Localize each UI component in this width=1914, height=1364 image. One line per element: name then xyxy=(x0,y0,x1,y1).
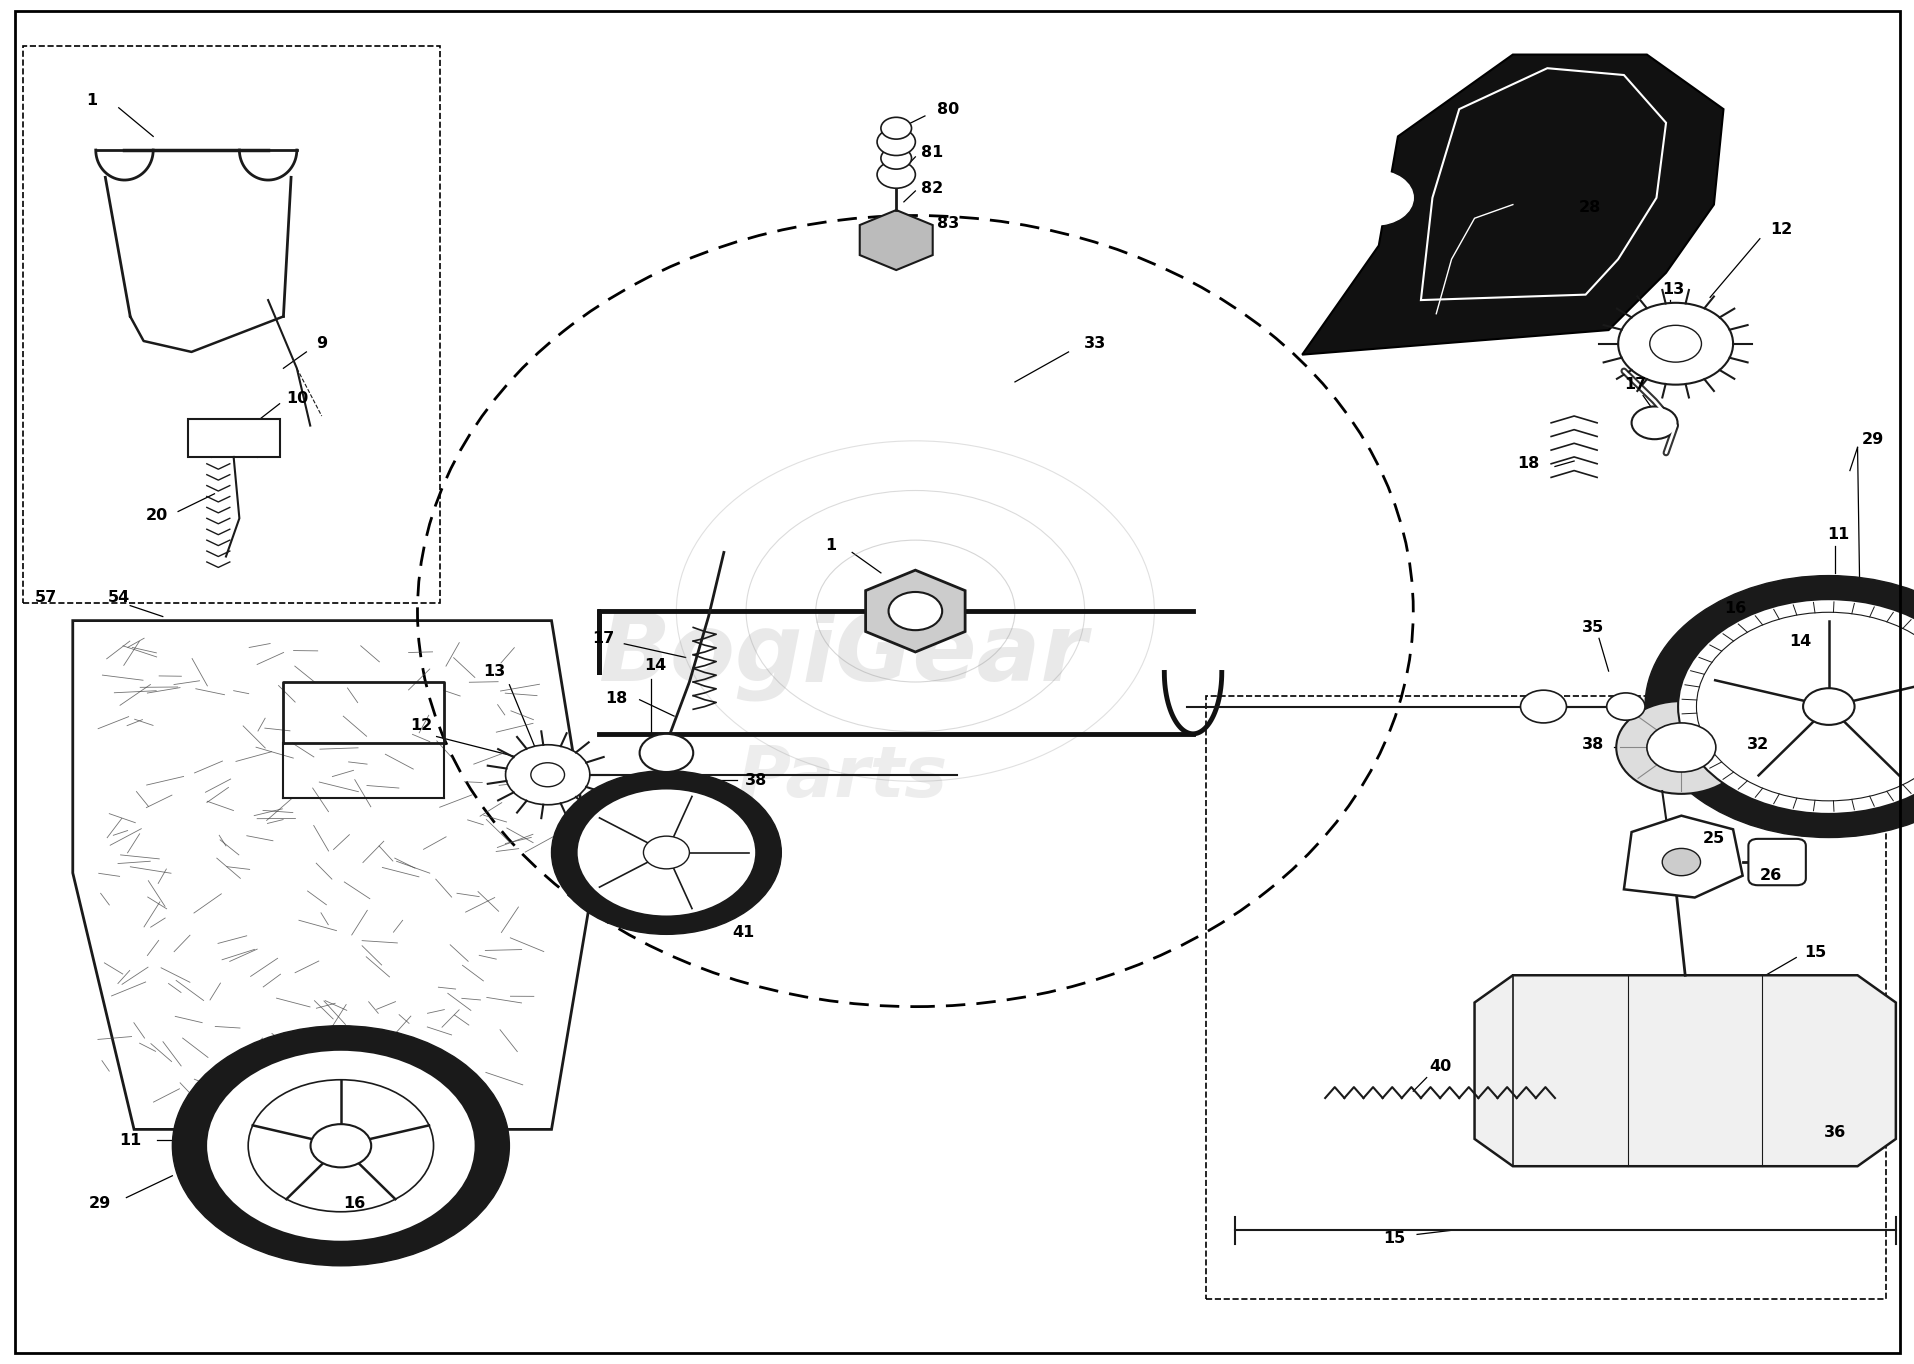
Polygon shape xyxy=(859,210,932,270)
Text: 11: 11 xyxy=(119,1133,142,1147)
Circle shape xyxy=(877,161,915,188)
Circle shape xyxy=(310,1124,371,1168)
Text: 1: 1 xyxy=(825,539,836,552)
Text: 80: 80 xyxy=(936,102,959,116)
Text: 15: 15 xyxy=(1803,945,1826,959)
Circle shape xyxy=(1803,689,1853,724)
Circle shape xyxy=(1617,303,1732,385)
Text: 18: 18 xyxy=(1516,457,1539,471)
Text: 15: 15 xyxy=(1382,1232,1405,1245)
Circle shape xyxy=(1631,406,1677,439)
Text: 20: 20 xyxy=(145,509,168,522)
Text: 57: 57 xyxy=(34,591,57,604)
Circle shape xyxy=(1646,723,1715,772)
Text: 13: 13 xyxy=(482,664,505,678)
FancyBboxPatch shape xyxy=(188,419,279,457)
Text: 29: 29 xyxy=(1860,432,1883,446)
Circle shape xyxy=(1650,325,1702,361)
Text: 12: 12 xyxy=(410,719,433,732)
Text: 32: 32 xyxy=(1746,738,1769,752)
Polygon shape xyxy=(73,621,593,1129)
FancyBboxPatch shape xyxy=(1747,839,1805,885)
Circle shape xyxy=(207,1050,475,1241)
Circle shape xyxy=(576,788,756,917)
Polygon shape xyxy=(1474,975,1895,1166)
Circle shape xyxy=(877,128,915,155)
Text: 41: 41 xyxy=(731,926,754,940)
Text: 18: 18 xyxy=(605,692,628,705)
Polygon shape xyxy=(865,570,965,652)
Text: 38: 38 xyxy=(745,773,768,787)
Circle shape xyxy=(1615,701,1746,794)
Text: 38: 38 xyxy=(1581,738,1604,752)
Circle shape xyxy=(1644,576,1914,837)
Circle shape xyxy=(643,836,689,869)
Text: 33: 33 xyxy=(1083,337,1106,351)
Text: 14: 14 xyxy=(1788,634,1811,648)
Polygon shape xyxy=(1623,816,1742,898)
Text: 54: 54 xyxy=(107,591,130,604)
Text: 9: 9 xyxy=(316,337,327,351)
Text: 29: 29 xyxy=(88,1196,111,1210)
Circle shape xyxy=(172,1026,509,1266)
Circle shape xyxy=(880,147,911,169)
Text: 16: 16 xyxy=(1723,602,1746,615)
Text: 1: 1 xyxy=(86,94,98,108)
Text: 16: 16 xyxy=(343,1196,366,1210)
Text: 11: 11 xyxy=(1826,528,1849,542)
Circle shape xyxy=(880,117,911,139)
Text: 28: 28 xyxy=(1577,201,1600,214)
Text: 26: 26 xyxy=(1759,869,1782,883)
Text: 17: 17 xyxy=(1623,378,1646,391)
Circle shape xyxy=(1677,599,1914,814)
Circle shape xyxy=(1606,693,1644,720)
Circle shape xyxy=(1661,848,1700,876)
Text: 13: 13 xyxy=(1661,282,1684,296)
Text: 17: 17 xyxy=(591,632,614,645)
Text: 83: 83 xyxy=(936,217,959,231)
Text: 40: 40 xyxy=(1428,1060,1451,1073)
Text: 25: 25 xyxy=(1702,832,1725,846)
Circle shape xyxy=(1520,690,1566,723)
Circle shape xyxy=(639,734,693,772)
Circle shape xyxy=(530,762,565,787)
Text: 12: 12 xyxy=(1769,222,1792,236)
Circle shape xyxy=(551,771,781,934)
Polygon shape xyxy=(1302,55,1723,355)
Circle shape xyxy=(1336,170,1413,225)
Text: 81: 81 xyxy=(921,146,944,160)
Text: 82: 82 xyxy=(921,181,944,195)
Text: 36: 36 xyxy=(1822,1125,1845,1139)
Text: 10: 10 xyxy=(285,391,308,405)
Circle shape xyxy=(888,592,942,630)
Text: BogiGear: BogiGear xyxy=(597,608,1087,701)
Text: 14: 14 xyxy=(643,659,666,672)
Text: Parts: Parts xyxy=(737,743,947,812)
Circle shape xyxy=(505,745,590,805)
Text: 35: 35 xyxy=(1581,621,1604,634)
